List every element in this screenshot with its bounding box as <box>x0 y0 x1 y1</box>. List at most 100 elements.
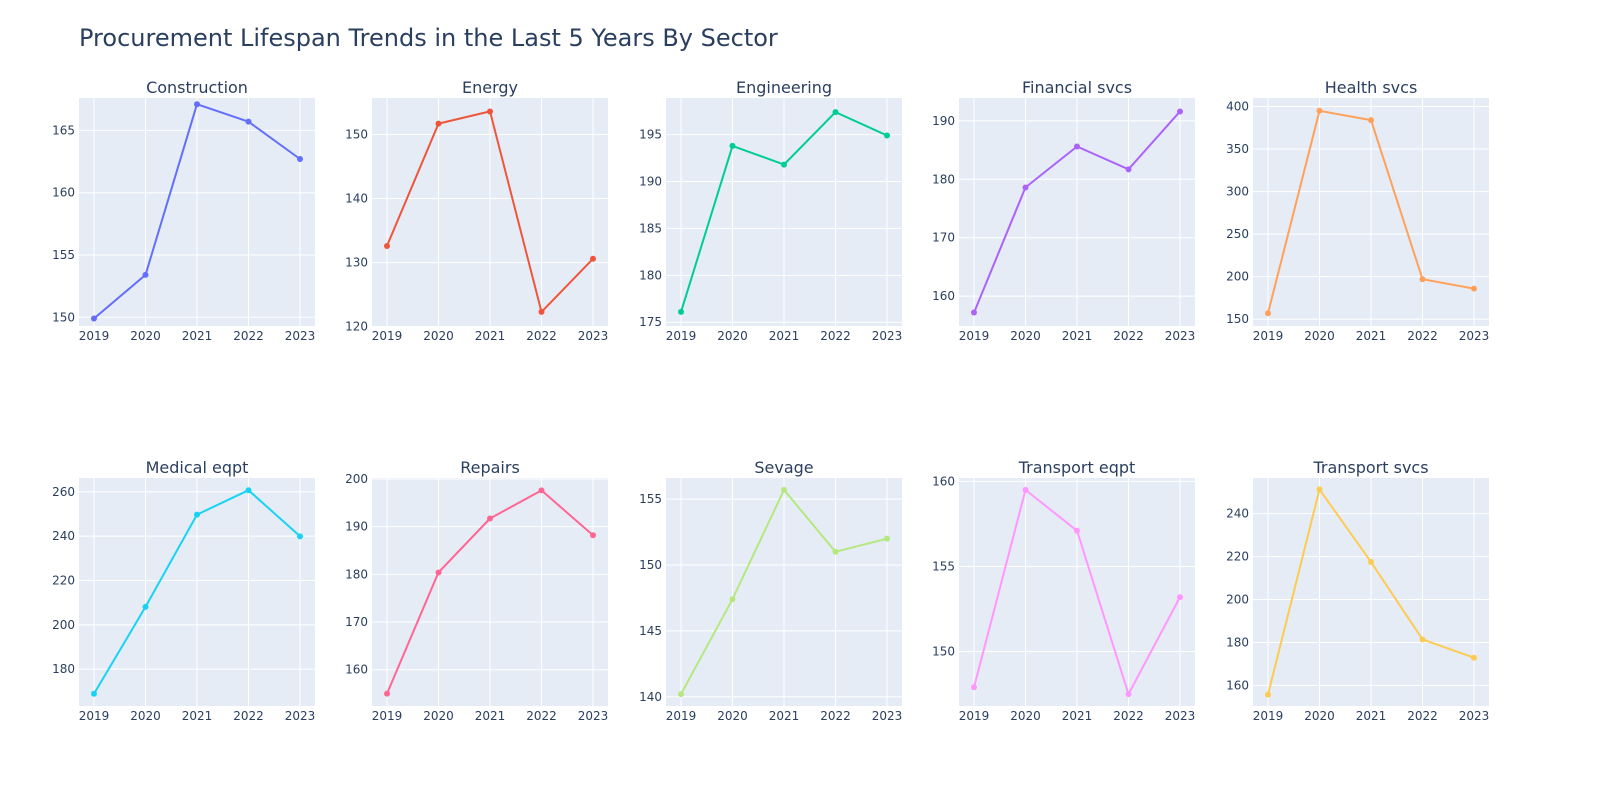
data-point <box>384 690 390 697</box>
data-point <box>1471 285 1477 292</box>
subplot-1: 150 155 160 165 2019 2020 2021 2022 2023 Construc… <box>52 78 315 343</box>
x-tick-label: 2020 <box>423 709 454 723</box>
y-tick-label: 120 <box>345 320 368 334</box>
x-tick-label: 2022 <box>526 709 557 723</box>
data-point <box>91 315 97 322</box>
y-tick-label: 130 <box>345 256 368 270</box>
subplot-8: 140 145 150 155 2019 2020 2021 2022 2023 Sevage <box>639 458 902 723</box>
y-tick-label: 140 <box>639 690 662 704</box>
y-tick-label: 300 <box>1226 185 1249 199</box>
data-point <box>538 308 545 315</box>
data-point <box>832 548 839 555</box>
y-tick-label: 145 <box>639 624 662 638</box>
y-tick-label: 175 <box>639 315 662 329</box>
x-tick-label: 2022 <box>1113 329 1144 343</box>
x-tick-label: 2021 <box>1356 709 1387 723</box>
x-tick-label: 2022 <box>820 709 851 723</box>
data-point <box>1177 108 1183 115</box>
x-tick-label: 2023 <box>1459 329 1490 343</box>
y-tick-label: 240 <box>52 529 75 543</box>
data-point <box>435 120 442 127</box>
data-point <box>384 242 390 249</box>
data-point <box>1419 636 1426 643</box>
x-tick-label: 2023 <box>1165 709 1196 723</box>
y-tick-label: 190 <box>345 520 368 534</box>
y-tick-label: 220 <box>52 573 75 587</box>
data-point <box>971 684 977 691</box>
x-tick-label: 2022 <box>526 329 557 343</box>
data-point <box>487 108 493 115</box>
y-tick-label: 200 <box>1226 270 1249 284</box>
data-point <box>435 569 442 576</box>
y-tick-label: 200 <box>52 618 75 632</box>
y-tick-label: 155 <box>932 559 955 573</box>
data-point <box>781 161 787 168</box>
subplot-title: Medical eqpt <box>146 458 249 477</box>
subplot-3: 175 180 185 190 195 2019 2020 2021 2022 2023 Engin… <box>639 78 902 343</box>
x-tick-label: 2022 <box>233 709 264 723</box>
data-point <box>1265 691 1271 698</box>
subplot-4: 160 170 180 190 2019 2020 2021 2022 2023 Financia… <box>932 78 1195 343</box>
x-tick-label: 2023 <box>1165 329 1196 343</box>
y-tick-label: 155 <box>639 492 662 506</box>
y-tick-label: 180 <box>639 268 662 282</box>
x-tick-label: 2020 <box>717 329 748 343</box>
y-tick-label: 170 <box>345 615 368 629</box>
x-tick-label: 2021 <box>182 709 213 723</box>
x-tick-label: 2023 <box>1459 709 1490 723</box>
y-tick-label: 350 <box>1226 142 1249 156</box>
data-point <box>729 596 736 603</box>
data-point <box>781 486 787 493</box>
y-tick-label: 150 <box>639 558 662 572</box>
y-tick-label: 160 <box>932 289 955 303</box>
subplot-6: 180 200 220 240 260 2019 2020 2021 2022 2023 Medic… <box>52 458 315 723</box>
page-title: Procurement Lifespan Trends in the Last … <box>79 24 778 52</box>
y-tick-label: 260 <box>52 485 75 499</box>
x-tick-label: 2023 <box>872 709 903 723</box>
data-point <box>487 515 493 522</box>
data-point <box>1022 184 1029 191</box>
y-tick-label: 155 <box>52 248 75 262</box>
data-point <box>1125 166 1132 173</box>
subplot-title: Construction <box>146 78 248 97</box>
data-point <box>678 691 684 698</box>
y-tick-label: 180 <box>345 567 368 581</box>
y-tick-label: 170 <box>932 231 955 245</box>
data-point <box>1265 310 1271 317</box>
data-point <box>832 109 839 116</box>
data-point <box>1419 276 1426 283</box>
data-point <box>1368 117 1374 124</box>
data-point <box>91 690 97 697</box>
data-point <box>1074 527 1080 534</box>
subplot-2: 120 130 140 150 2019 2020 2021 2022 2023 Energy <box>345 78 608 343</box>
x-tick-label: 2020 <box>717 709 748 723</box>
data-point <box>142 603 149 610</box>
x-tick-label: 2021 <box>1356 329 1387 343</box>
data-point <box>729 142 736 149</box>
y-tick-label: 190 <box>639 175 662 189</box>
data-point <box>1022 486 1029 493</box>
x-tick-label: 2021 <box>475 329 506 343</box>
y-tick-label: 150 <box>345 128 368 142</box>
x-tick-label: 2020 <box>423 329 454 343</box>
y-tick-label: 160 <box>1226 678 1249 692</box>
x-tick-label: 2022 <box>1113 709 1144 723</box>
subplot-title: Transport eqpt <box>1018 458 1136 477</box>
data-point <box>1316 107 1323 114</box>
x-tick-label: 2021 <box>769 329 800 343</box>
subplot-title: Sevage <box>754 458 813 477</box>
x-tick-label: 2019 <box>666 329 697 343</box>
data-point <box>1074 143 1080 150</box>
x-tick-label: 2019 <box>372 329 403 343</box>
data-point <box>1125 691 1132 698</box>
y-tick-label: 185 <box>639 221 662 235</box>
data-point <box>297 533 303 540</box>
x-tick-label: 2023 <box>872 329 903 343</box>
x-tick-label: 2020 <box>1304 709 1335 723</box>
subplot-title: Health svcs <box>1325 78 1418 97</box>
x-tick-label: 2019 <box>959 329 990 343</box>
x-tick-label: 2019 <box>372 709 403 723</box>
y-tick-label: 200 <box>1226 593 1249 607</box>
x-tick-label: 2020 <box>1304 329 1335 343</box>
x-tick-label: 2020 <box>1010 709 1041 723</box>
